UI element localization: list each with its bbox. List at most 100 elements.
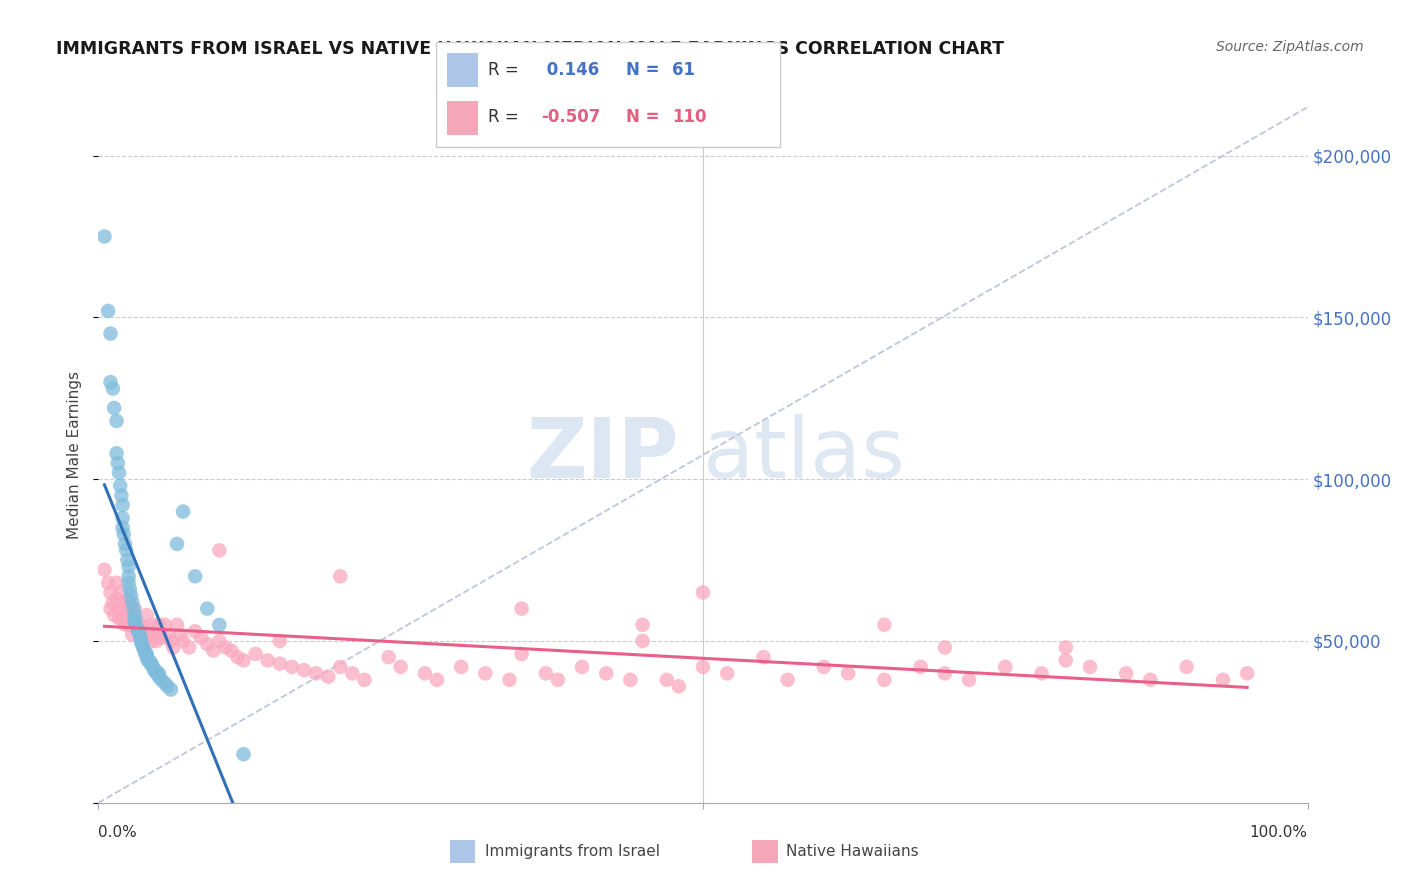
Point	[150, 631, 173, 645]
Point	[776, 673, 799, 687]
Point	[160, 682, 183, 697]
Point	[413, 666, 436, 681]
Point	[93, 563, 115, 577]
Point	[129, 631, 152, 645]
Point	[232, 747, 254, 762]
Point	[631, 634, 654, 648]
Point	[128, 627, 150, 641]
Point	[134, 643, 156, 657]
Point	[534, 666, 557, 681]
Point	[934, 640, 956, 655]
Point	[135, 650, 157, 665]
Point	[97, 304, 120, 318]
Point	[292, 663, 315, 677]
Point	[571, 660, 593, 674]
Point	[139, 657, 162, 671]
Point	[108, 585, 131, 599]
Point	[124, 615, 146, 629]
Point	[93, 229, 115, 244]
Point	[160, 634, 183, 648]
Point	[157, 627, 180, 641]
Text: ZIP: ZIP	[526, 415, 679, 495]
Point	[305, 666, 328, 681]
Point	[1175, 660, 1198, 674]
Point	[221, 643, 243, 657]
Point	[377, 650, 399, 665]
Point	[124, 611, 146, 625]
Point	[169, 627, 191, 641]
Point	[136, 653, 159, 667]
Point	[498, 673, 520, 687]
Point	[131, 624, 153, 639]
Point	[202, 643, 225, 657]
Point	[179, 640, 201, 655]
Point	[1031, 666, 1053, 681]
Point	[138, 627, 160, 641]
Point	[232, 653, 254, 667]
Point	[128, 627, 150, 641]
Point	[117, 611, 139, 625]
Point	[752, 650, 775, 665]
Point	[135, 608, 157, 623]
Point	[135, 647, 157, 661]
Point	[813, 660, 835, 674]
Point	[135, 621, 157, 635]
Point	[692, 660, 714, 674]
Point	[145, 634, 167, 648]
Point	[118, 591, 141, 606]
Point	[214, 640, 236, 655]
Point	[129, 617, 152, 632]
Point	[101, 595, 124, 609]
Point	[134, 631, 156, 645]
Point	[117, 553, 139, 567]
Point	[226, 650, 249, 665]
Point	[115, 543, 138, 558]
Point	[342, 666, 364, 681]
Point	[208, 617, 231, 632]
Point	[172, 504, 194, 518]
Point	[114, 617, 136, 632]
Point	[110, 488, 132, 502]
Point	[910, 660, 932, 674]
Point	[122, 601, 145, 615]
Point	[97, 575, 120, 590]
Point	[100, 601, 122, 615]
Point	[873, 673, 896, 687]
Point	[716, 666, 738, 681]
Point	[148, 617, 170, 632]
Point	[166, 537, 188, 551]
Point	[111, 511, 134, 525]
Point	[148, 624, 170, 639]
Point	[141, 657, 163, 671]
Point	[162, 640, 184, 655]
Point	[153, 617, 176, 632]
Point	[135, 647, 157, 661]
Point	[329, 569, 352, 583]
Point	[127, 624, 149, 639]
Point	[631, 617, 654, 632]
Point	[190, 631, 212, 645]
Point	[148, 670, 170, 684]
Point	[655, 673, 678, 687]
Point	[141, 634, 163, 648]
Point	[100, 326, 122, 341]
Point	[107, 456, 129, 470]
Text: 0.0%: 0.0%	[98, 825, 138, 840]
Point	[100, 585, 122, 599]
Point	[101, 382, 124, 396]
Point	[148, 666, 170, 681]
Point	[118, 608, 141, 623]
Text: Native Hawaiians: Native Hawaiians	[786, 845, 918, 859]
Point	[108, 611, 131, 625]
Point	[114, 537, 136, 551]
Point	[105, 575, 128, 590]
Point	[124, 601, 146, 615]
Point	[138, 653, 160, 667]
Point	[127, 621, 149, 635]
Point	[256, 653, 278, 667]
Point	[426, 673, 449, 687]
Point	[105, 591, 128, 606]
Point	[619, 673, 641, 687]
Point	[353, 673, 375, 687]
Text: 0.146: 0.146	[541, 61, 599, 78]
